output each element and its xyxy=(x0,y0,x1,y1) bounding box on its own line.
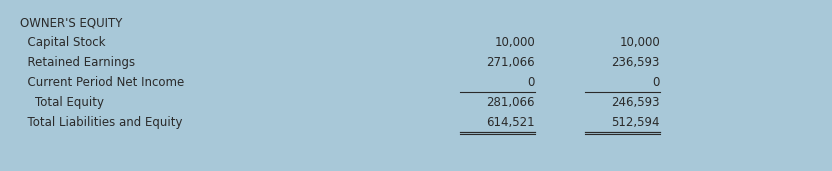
Text: 0: 0 xyxy=(527,76,535,89)
Text: 10,000: 10,000 xyxy=(619,36,660,49)
Text: Retained Earnings: Retained Earnings xyxy=(20,56,135,69)
Text: 0: 0 xyxy=(652,76,660,89)
Text: 614,521: 614,521 xyxy=(487,116,535,129)
Text: 236,593: 236,593 xyxy=(612,56,660,69)
Text: Total Liabilities and Equity: Total Liabilities and Equity xyxy=(20,116,182,129)
Text: 271,066: 271,066 xyxy=(487,56,535,69)
Text: Current Period Net Income: Current Period Net Income xyxy=(20,76,184,89)
Text: OWNER'S EQUITY: OWNER'S EQUITY xyxy=(20,16,122,29)
Text: 10,000: 10,000 xyxy=(494,36,535,49)
Text: 281,066: 281,066 xyxy=(487,96,535,109)
Text: 512,594: 512,594 xyxy=(612,116,660,129)
Text: Total Equity: Total Equity xyxy=(20,96,104,109)
Text: 246,593: 246,593 xyxy=(612,96,660,109)
Text: Capital Stock: Capital Stock xyxy=(20,36,106,49)
